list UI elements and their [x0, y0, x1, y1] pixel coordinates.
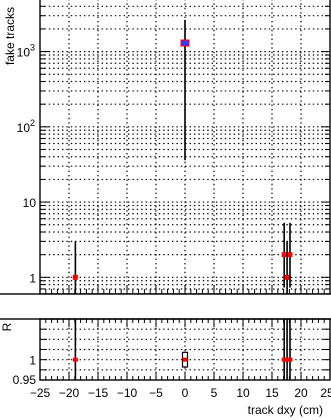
ratio-x-axis-title: track dxy (cm) — [248, 403, 323, 417]
ratio-x-tick-label: −20 — [59, 386, 80, 400]
main-y-axis-title: fake tracks — [3, 7, 17, 65]
ratio-panel: 0.95 1 −25 −20 −15 −10 −5 0 5 10 15 20 25 R track d… — [0, 318, 331, 417]
main-data-point — [180, 39, 190, 47]
main-y-tick-label: 10 — [23, 196, 37, 210]
main-y-tick-exponent: 3 — [30, 43, 35, 53]
ratio-data-point — [281, 357, 287, 362]
main-y-tick-label: 10 — [17, 46, 31, 60]
main-data-points — [72, 19, 293, 294]
main-y-tick-exponent: 2 — [30, 118, 35, 128]
ratio-data-point — [182, 357, 188, 362]
ratio-y-tick-label: 0.95 — [13, 373, 37, 387]
ratio-x-tick-label: 10 — [236, 386, 250, 400]
ratio-x-tick-label: −5 — [149, 386, 163, 400]
ratio-data-point — [72, 357, 78, 362]
main-y-tick-label: 1 — [29, 271, 36, 285]
pad-separator — [0, 293, 331, 320]
ratio-x-tick-label: 20 — [294, 386, 308, 400]
ratio-x-tick-label: −10 — [117, 386, 138, 400]
ratio-x-tick-label: −25 — [30, 386, 51, 400]
ratio-data-point — [284, 357, 290, 362]
ratio-x-tick-label: −15 — [88, 386, 109, 400]
ratio-y-axis: 0.95 1 — [13, 328, 330, 387]
ratio-data-point — [287, 357, 293, 362]
ratio-x-tick-label: 5 — [211, 386, 218, 400]
ratio-y-tick-label: 1 — [29, 354, 36, 368]
ratio-x-tick-label: 15 — [265, 386, 279, 400]
main-data-point — [284, 274, 290, 280]
ratio-x-tick-label: 0 — [182, 386, 189, 400]
main-data-point — [72, 274, 78, 280]
ratio-x-axis: −25 −20 −15 −10 −5 0 5 10 15 20 25 — [30, 319, 331, 400]
main-data-point — [287, 252, 293, 258]
ratio-data-points — [72, 319, 293, 380]
ratio-y-axis-title: R — [0, 322, 14, 331]
main-y-tick-label: 10 — [17, 121, 31, 135]
ratio-grid — [40, 319, 330, 380]
ratio-x-tick-label: 25 — [320, 386, 331, 400]
main-data-point — [281, 252, 287, 258]
